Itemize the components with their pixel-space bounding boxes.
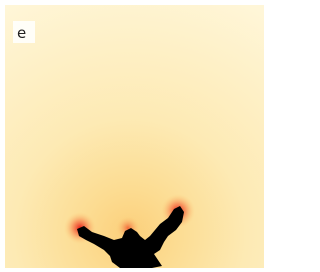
panel-label: e xyxy=(17,24,26,42)
hotspot xyxy=(5,5,264,268)
figure-panel: e xyxy=(0,0,269,272)
